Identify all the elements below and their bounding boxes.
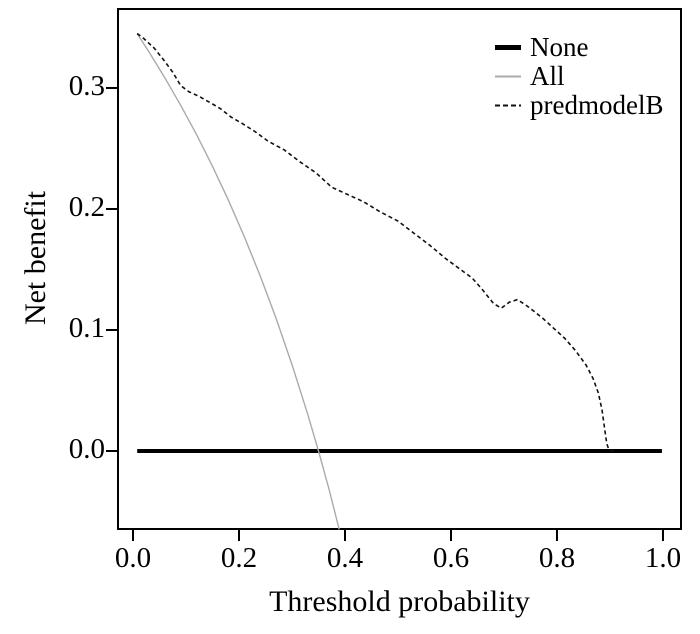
x-tick-label: 0.8 (538, 542, 576, 574)
all-line-sample-icon (495, 75, 521, 78)
x-tick-label: 0.6 (432, 542, 470, 574)
legend-label-all: All (530, 61, 565, 91)
y-tick-label: 0.2 (68, 191, 105, 224)
legend-label-none: None (530, 32, 589, 62)
predmodelb-line-sample-icon (495, 104, 521, 107)
x-tick-label: 0.4 (326, 542, 364, 574)
x-tick-label: 1.0 (644, 542, 682, 574)
legend-item-all: All (492, 62, 663, 91)
y-tick-label: 0.1 (68, 312, 105, 345)
x-axis-title: Threshold probability (269, 585, 530, 618)
legend-item-predmodelb: predmodelB (492, 91, 663, 120)
x-tick-label: 0.2 (220, 542, 258, 574)
y-tick-label: 0.3 (68, 70, 105, 103)
none-line-sample-icon (495, 45, 521, 50)
y-axis-title: Net benefit (19, 190, 52, 326)
y-tick-label: 0.0 (68, 433, 105, 466)
x-tick-label: 0.0 (114, 542, 152, 574)
legend-item-none: None (492, 33, 663, 62)
legend: None All predmodelB (492, 33, 663, 120)
legend-label-predmodelb: predmodelB (530, 90, 664, 120)
